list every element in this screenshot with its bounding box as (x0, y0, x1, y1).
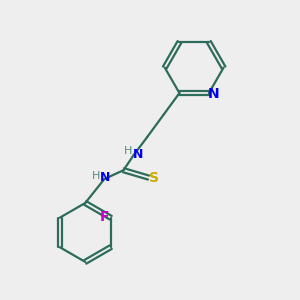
Text: N: N (100, 171, 110, 184)
Text: S: S (149, 171, 159, 185)
Text: H: H (124, 146, 133, 156)
Text: H: H (92, 171, 100, 181)
Text: N: N (133, 148, 143, 161)
Text: F: F (100, 210, 109, 224)
Text: N: N (208, 87, 219, 100)
